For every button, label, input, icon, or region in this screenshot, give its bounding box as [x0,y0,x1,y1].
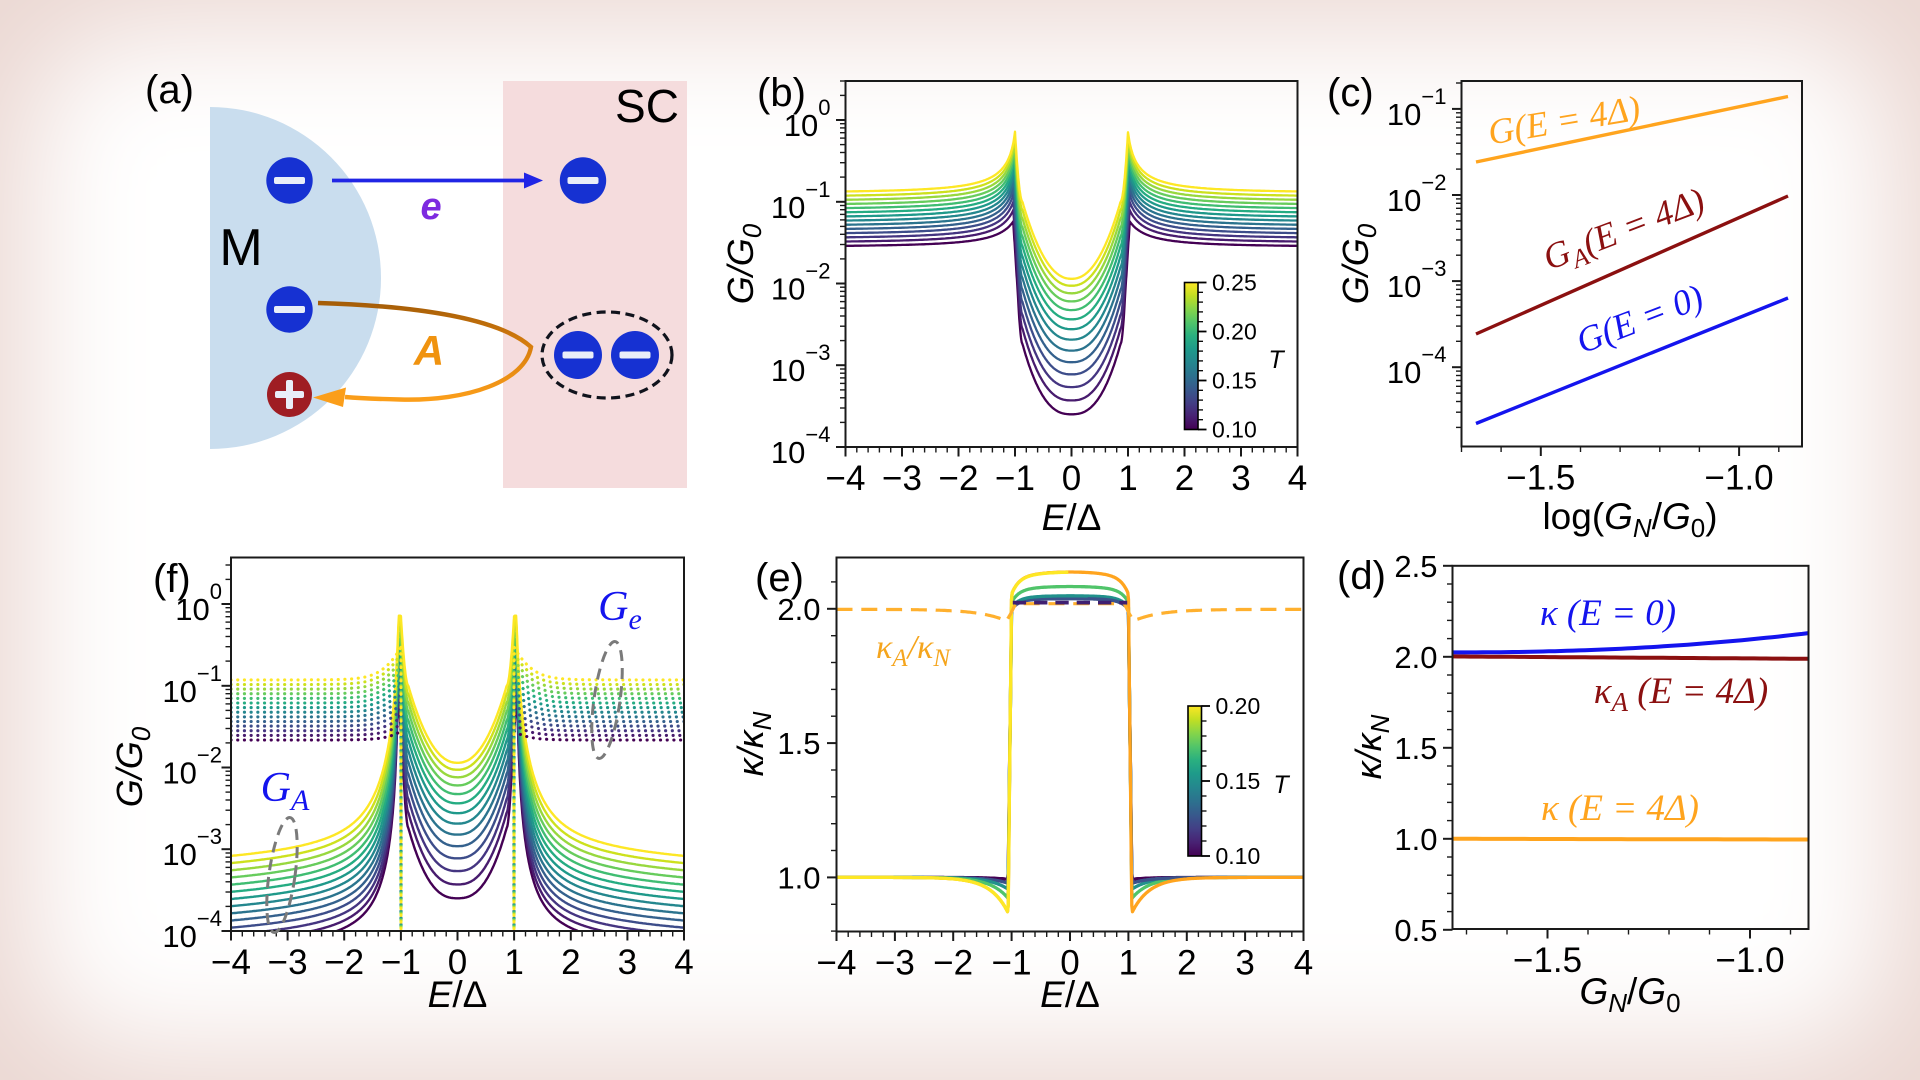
svg-text:−1: −1 [381,943,421,982]
svg-text:(e): (e) [755,556,804,600]
svg-text:E/Δ: E/Δ [428,974,488,1015]
svg-text:GN/G0: GN/G0 [1579,971,1680,1018]
svg-text:−1.5: −1.5 [1506,459,1575,498]
svg-text:T: T [1273,771,1290,799]
svg-text:−3: −3 [875,944,915,983]
svg-text:1: 1 [504,943,523,982]
svg-text:−2: −2 [933,944,973,983]
svg-text:0.10: 0.10 [1212,417,1257,443]
svg-text:−4: −4 [826,459,866,498]
svg-text:0.20: 0.20 [1216,693,1261,719]
svg-text:e: e [420,186,441,228]
svg-text:0: 0 [448,943,467,982]
svg-text:4: 4 [674,943,693,982]
svg-text:2.0: 2.0 [1394,640,1437,675]
svg-text:2: 2 [1177,944,1196,983]
svg-text:0.10: 0.10 [1216,843,1261,869]
svg-text:GA: GA [261,765,310,817]
svg-text:−1.0: −1.0 [1715,941,1784,980]
svg-text:E/Δ: E/Δ [1042,497,1102,538]
svg-text:4: 4 [1288,459,1307,498]
svg-text:3: 3 [1235,944,1254,983]
svg-text:0.5: 0.5 [1394,913,1437,948]
svg-text:1.5: 1.5 [777,726,820,761]
svg-text:κ (E = 0): κ (E = 0) [1540,593,1676,634]
svg-text:−2: −2 [939,459,979,498]
svg-text:4: 4 [1294,944,1313,983]
svg-text:SC: SC [615,80,679,132]
svg-text:0: 0 [1060,944,1079,983]
svg-text:(c): (c) [1327,71,1374,115]
svg-text:−2: −2 [324,943,364,982]
svg-text:−1: −1 [992,944,1032,983]
svg-text:(b): (b) [757,71,806,115]
svg-text:κ (E = 4Δ): κ (E = 4Δ) [1541,788,1699,829]
svg-text:2: 2 [1175,459,1194,498]
svg-text:1: 1 [1118,459,1137,498]
svg-text:1.5: 1.5 [1394,731,1437,766]
svg-text:0.15: 0.15 [1212,368,1257,394]
svg-text:2.0: 2.0 [777,592,820,627]
svg-text:−4: −4 [211,943,251,982]
svg-text:0.15: 0.15 [1216,768,1261,794]
svg-text:−1.5: −1.5 [1513,941,1582,980]
svg-text:1.0: 1.0 [1394,822,1437,857]
svg-text:E/Δ: E/Δ [1040,974,1100,1015]
svg-text:log(GN/G0): log(GN/G0) [1542,496,1717,543]
svg-text:2.5: 2.5 [1394,549,1437,584]
svg-text:(f): (f) [153,557,191,601]
svg-text:2: 2 [561,943,580,982]
svg-text:−1.0: −1.0 [1705,459,1774,498]
svg-text:−3: −3 [268,943,308,982]
svg-text:−4: −4 [817,944,857,983]
svg-text:T: T [1268,346,1285,374]
svg-text:−3: −3 [882,459,922,498]
svg-text:κA/κN: κA/κN [876,629,951,672]
svg-text:1: 1 [1119,944,1138,983]
svg-text:(d): (d) [1337,554,1386,598]
svg-text:A: A [413,327,444,374]
svg-text:(a): (a) [145,68,194,112]
svg-text:3: 3 [618,943,637,982]
svg-text:M: M [219,219,262,277]
svg-text:0: 0 [1062,459,1081,498]
svg-text:0.25: 0.25 [1212,270,1257,296]
svg-text:−1: −1 [995,459,1035,498]
svg-text:1.0: 1.0 [777,860,820,895]
svg-text:0.20: 0.20 [1212,319,1257,345]
svg-text:3: 3 [1231,459,1250,498]
